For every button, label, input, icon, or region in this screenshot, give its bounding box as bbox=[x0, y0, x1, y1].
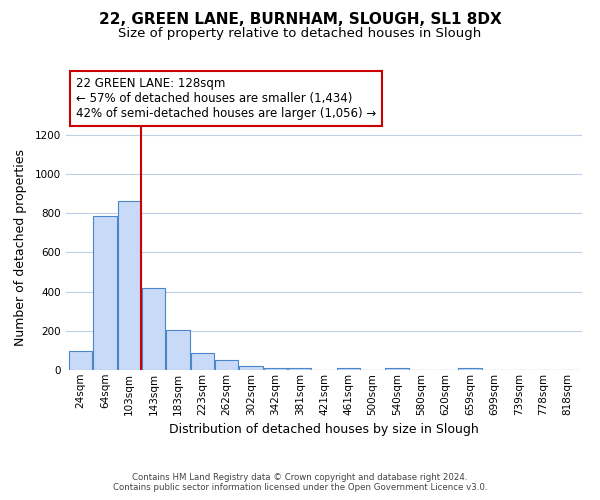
Text: 22, GREEN LANE, BURNHAM, SLOUGH, SL1 8DX: 22, GREEN LANE, BURNHAM, SLOUGH, SL1 8DX bbox=[98, 12, 502, 28]
Y-axis label: Number of detached properties: Number of detached properties bbox=[14, 149, 26, 346]
Bar bbox=[94, 216, 116, 370]
Bar bbox=[142, 288, 165, 370]
Bar bbox=[118, 201, 141, 370]
Bar bbox=[215, 360, 238, 370]
Text: Size of property relative to detached houses in Slough: Size of property relative to detached ho… bbox=[118, 28, 482, 40]
Bar bbox=[166, 330, 190, 370]
X-axis label: Distribution of detached houses by size in Slough: Distribution of detached houses by size … bbox=[169, 423, 479, 436]
Bar bbox=[239, 366, 263, 370]
Bar bbox=[458, 368, 482, 370]
Bar bbox=[385, 368, 409, 370]
Bar bbox=[337, 368, 360, 370]
Bar bbox=[288, 368, 311, 370]
Bar bbox=[69, 352, 92, 370]
Text: Contains HM Land Registry data © Crown copyright and database right 2024.
Contai: Contains HM Land Registry data © Crown c… bbox=[113, 473, 487, 492]
Text: 22 GREEN LANE: 128sqm
← 57% of detached houses are smaller (1,434)
42% of semi-d: 22 GREEN LANE: 128sqm ← 57% of detached … bbox=[76, 77, 377, 120]
Bar bbox=[191, 354, 214, 370]
Bar bbox=[264, 368, 287, 370]
